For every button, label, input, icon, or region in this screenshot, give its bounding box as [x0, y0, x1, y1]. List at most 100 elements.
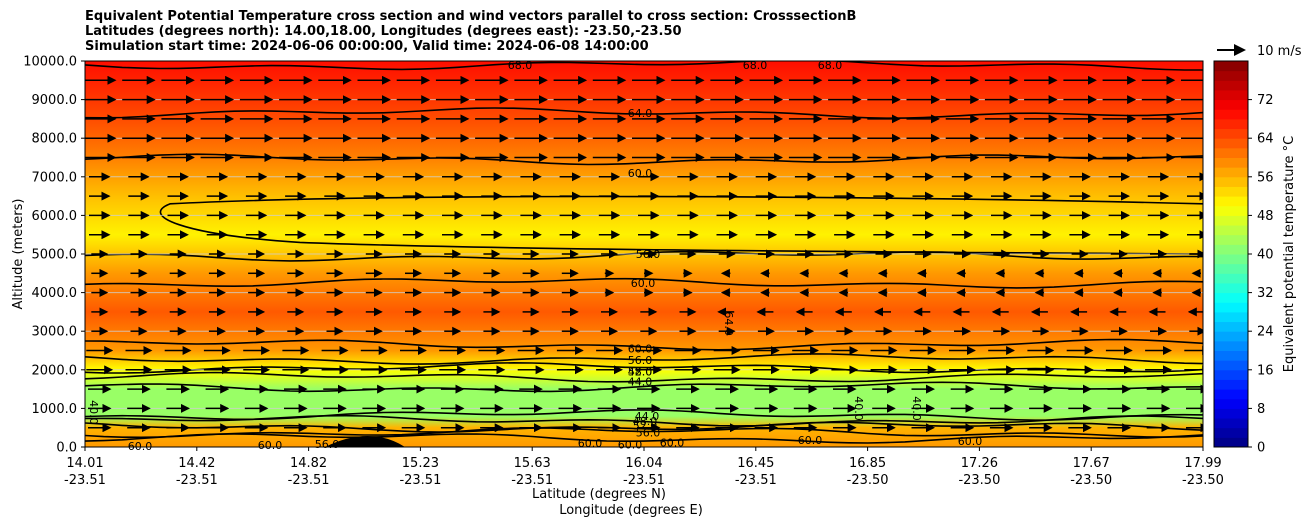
colorbar-band — [1214, 128, 1248, 139]
colorbar-band — [1214, 360, 1248, 371]
contour-line — [85, 338, 1203, 351]
contour-line — [85, 371, 1203, 383]
contour-line — [85, 250, 1203, 262]
x-tick-label-lon: -23.50 — [847, 473, 889, 488]
y-tick-label: 0.0 — [56, 441, 77, 456]
colorbar-tick-label: 0 — [1257, 441, 1265, 456]
contour-label: 40.0 — [910, 396, 923, 421]
x-tick-label-lon: -23.51 — [511, 473, 553, 488]
x-tick-label-lat: 16.45 — [737, 456, 774, 471]
colorbar-tick-label: 8 — [1257, 402, 1265, 417]
contour-label: 64.0 — [628, 107, 653, 120]
colorbar-band — [1214, 389, 1248, 400]
y-tick-label: 1000.0 — [32, 402, 78, 417]
colorbar-tick-label: 48 — [1257, 209, 1274, 224]
colorbar-band — [1214, 215, 1248, 226]
x-tick-label-lat: 17.67 — [1073, 456, 1110, 471]
x-tick-label-lat: 15.23 — [402, 456, 439, 471]
x-tick-label-lat: 16.04 — [625, 456, 662, 471]
contour-label: 60.0 — [258, 439, 283, 452]
contour-label: 60.0 — [958, 435, 983, 448]
colorbar-tick-label: 32 — [1257, 286, 1274, 301]
colorbar-band — [1214, 186, 1248, 197]
chart-title-line-3: Simulation start time: 2024-06-06 00:00:… — [85, 39, 649, 54]
colorbar-band — [1214, 311, 1248, 323]
colorbar-band — [1214, 70, 1248, 81]
colorbar-band — [1214, 244, 1248, 255]
contour-line — [85, 277, 1203, 289]
x-tick-label-lat: 15.63 — [514, 456, 551, 471]
contour-label: 52.0 — [628, 366, 653, 379]
x-tick-label-lon: -23.51 — [176, 473, 218, 488]
colorbar-band — [1214, 205, 1248, 216]
x-tick-label-lon: -23.51 — [288, 473, 330, 488]
colorbar-band — [1214, 340, 1248, 351]
colorbar-band — [1214, 331, 1248, 342]
contour-label: 56.0 — [636, 426, 661, 439]
colorbar-band — [1214, 157, 1248, 168]
x-tick-label-lat: 14.82 — [290, 456, 327, 471]
colorbar-band — [1214, 427, 1248, 438]
contour-label: 48.0 — [628, 366, 653, 379]
y-tick-label: 3000.0 — [32, 325, 78, 340]
contour-label: 48.0 — [633, 415, 658, 428]
colorbar-tick-label: 56 — [1257, 170, 1274, 185]
contour-line — [85, 421, 1203, 433]
colorbar-band — [1214, 225, 1248, 236]
y-axis-label: Altitude (meters) — [11, 199, 26, 310]
colorbar-tick-label: 24 — [1257, 325, 1274, 340]
colorbar-band — [1214, 408, 1248, 419]
contour-label: 44.0 — [635, 410, 660, 423]
x-tick-label-lat: 14.01 — [66, 456, 103, 471]
quiver-key: 10 m/s — [1217, 44, 1302, 59]
contour-label: 60.0 — [578, 437, 603, 450]
colorbar-tick-label: 72 — [1257, 93, 1274, 108]
contour-label: 40.0 — [87, 400, 100, 425]
x-tick-label-lon: -23.51 — [399, 473, 441, 488]
y-tick-label: 10000.0 — [23, 55, 77, 70]
colorbar-band — [1214, 99, 1248, 110]
y-tick-label: 7000.0 — [32, 170, 78, 185]
colorbar-band — [1214, 61, 1248, 72]
colorbar-band — [1214, 369, 1248, 380]
x-tick-label-lon: -23.50 — [1070, 473, 1112, 488]
colorbar-tick-label: 64 — [1257, 132, 1274, 147]
x-tick-label-lon: -23.51 — [735, 473, 777, 488]
x-axis: 14.01 -23.51 14.42 -23.51 14.82 -23.51 15.23 -2… — [64, 447, 1224, 488]
colorbar: 0 8 16 24 32 40 48 56 64 72 — [1213, 60, 1274, 456]
colorbar-band — [1214, 176, 1248, 187]
y-tick-label: 6000.0 — [32, 209, 78, 224]
colorbar-band — [1214, 234, 1248, 245]
colorbar-band — [1214, 302, 1248, 313]
colorbar-band — [1214, 273, 1248, 284]
colorbar-band — [1214, 118, 1248, 130]
y-axis: 0.0 1000.0 2000.0 3000.0 4000.0 5000.0 6000.0 7… — [23, 55, 85, 456]
colorbar-band — [1214, 138, 1248, 149]
colorbar-band — [1214, 254, 1248, 265]
y-tick-label: 2000.0 — [32, 363, 78, 378]
x-tick-label-lon: -23.51 — [64, 473, 106, 488]
x-axis-label-latitude: Latitude (degrees N) — [532, 487, 666, 502]
contour-label: 60.0 — [628, 167, 653, 180]
contour-label: 68.0 — [743, 59, 768, 72]
x-tick-label-lat: 16.85 — [849, 456, 886, 471]
colorbar-tick-label: 16 — [1257, 363, 1274, 378]
contour-label: 40.0 — [852, 396, 865, 421]
colorbar-band — [1214, 321, 1248, 332]
contour-label: 60.0 — [660, 436, 685, 449]
contour-line — [85, 107, 1203, 120]
y-tick-label: 8000.0 — [32, 132, 78, 147]
colorbar-band — [1214, 398, 1248, 409]
wind-vectors — [85, 75, 1203, 433]
contour-line — [85, 61, 1203, 71]
y-tick-label: 9000.0 — [32, 93, 78, 108]
contour-label-group: 68.0 68.0 68.064.060.056.060.064.060.056.0… — [87, 59, 982, 453]
x-tick-label-lat: 17.99 — [1184, 456, 1221, 471]
x-tick-label-lon: -23.51 — [623, 473, 665, 488]
contour-label: 60.0 — [798, 434, 823, 447]
contour-label: 60.0 — [618, 439, 643, 452]
contour-label: 44.0 — [628, 375, 653, 388]
contour-label: 56.0 — [628, 354, 653, 367]
contour-line — [85, 427, 1203, 439]
colorbar-band — [1214, 80, 1248, 91]
